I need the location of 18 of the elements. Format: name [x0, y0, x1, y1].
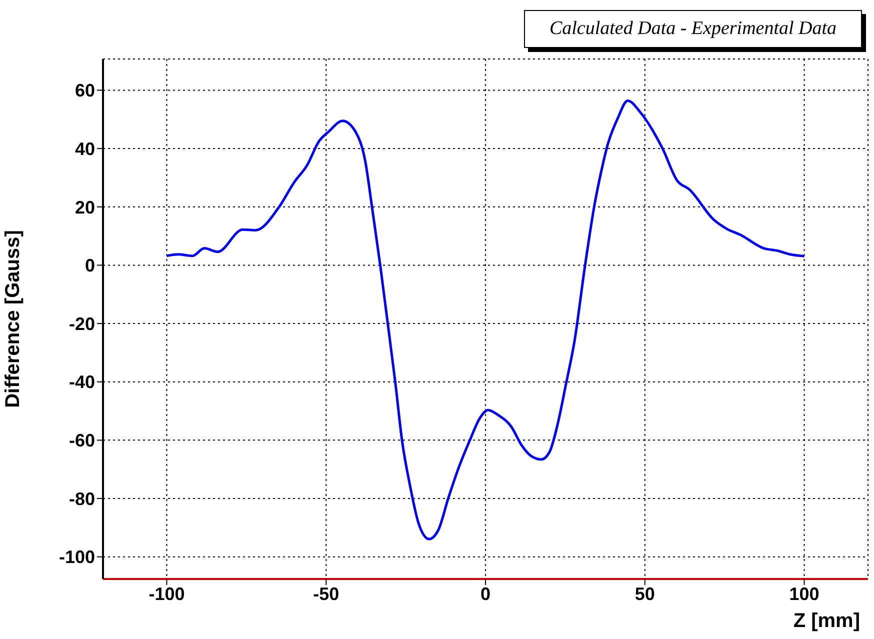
y-tick-label: -80: [68, 488, 95, 509]
x-tick-label: 100: [789, 584, 820, 604]
y-tick-label: -100: [58, 547, 95, 568]
x-axis-title: Z [mm]: [793, 610, 860, 632]
y-tick-label: -40: [68, 372, 95, 392]
y-axis-title: Difference [Gauss]: [2, 230, 24, 408]
x-tick-label: 0: [480, 584, 491, 604]
chart-title: Calculated Data - Experimental Data: [524, 10, 862, 48]
line-series: [166, 99, 806, 540]
y-tick-label: 60: [74, 80, 95, 101]
x-tick-label: -100: [148, 584, 185, 604]
y-tick-label: 0: [84, 256, 95, 276]
x-tick-label: -50: [313, 584, 340, 604]
y-tick-label: 20: [74, 197, 95, 218]
y-tick-label: -20: [68, 314, 95, 334]
x-tick-label: 50: [634, 584, 655, 604]
y-tick-label: 40: [74, 138, 95, 159]
y-tick-label: -60: [68, 430, 95, 451]
